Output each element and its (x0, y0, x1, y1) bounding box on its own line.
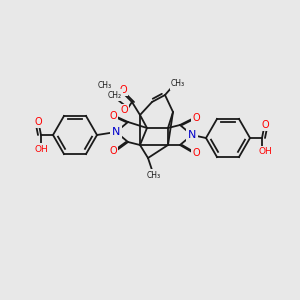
Text: O: O (192, 148, 200, 158)
Text: O: O (109, 111, 117, 121)
Text: CH₃: CH₃ (171, 80, 185, 88)
Text: O: O (119, 85, 127, 95)
Text: O: O (120, 105, 128, 115)
Text: O: O (192, 113, 200, 123)
Text: O: O (261, 120, 269, 130)
Text: N: N (112, 127, 120, 137)
Text: CH₂: CH₂ (108, 91, 122, 100)
Text: N: N (188, 130, 196, 140)
Text: OH: OH (34, 145, 48, 154)
Text: CH₃: CH₃ (147, 170, 161, 179)
Text: OH: OH (258, 148, 272, 157)
Text: O: O (109, 146, 117, 156)
Text: O: O (34, 117, 42, 127)
Text: CH₃: CH₃ (98, 80, 112, 89)
